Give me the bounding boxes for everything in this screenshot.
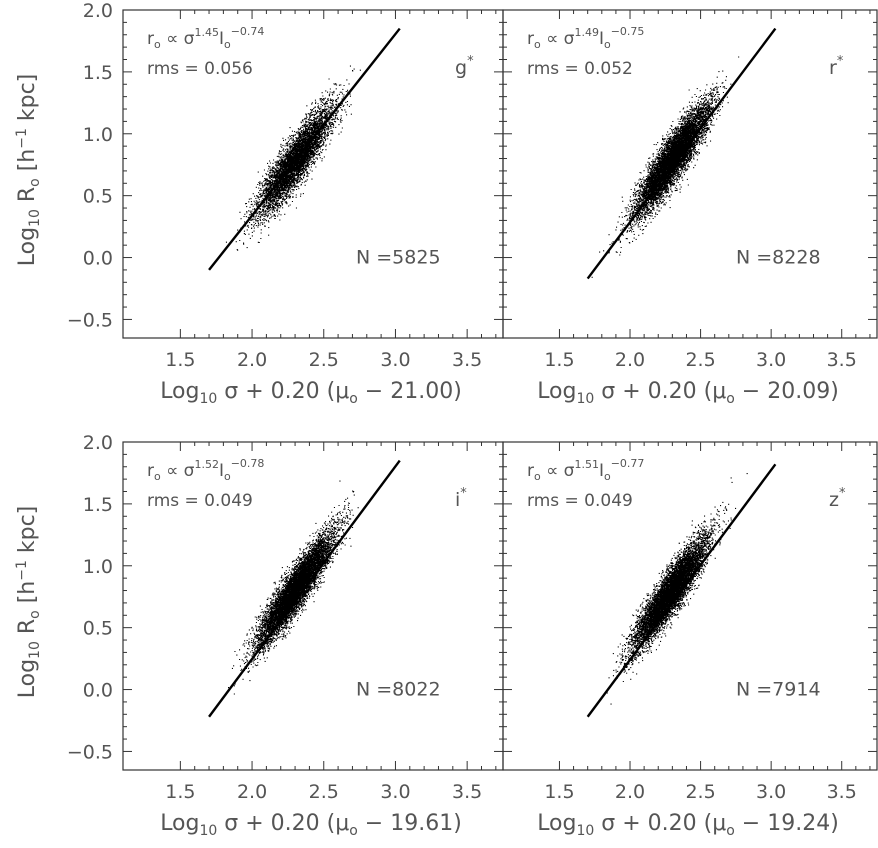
x-tick-label: 2.0 [615,349,645,371]
count-label: N =7914 [736,679,821,701]
fit-line [208,27,401,271]
count-label: N =5825 [356,247,441,269]
x-tick-label: 2.5 [685,349,715,371]
relation-annotation: ro ∝ σ1.51Io−0.77 [527,457,644,483]
fit-line [208,459,401,718]
plot-frame [502,9,878,339]
panel-g: 1.5 2.0 2.5 3.0 3.5 −0.5 0.0 0.5 1.0 1.5 2.0 Log10 … [14,0,504,407]
x-tick-label: 3.0 [756,349,786,371]
panel-r: 1.5 2.0 2.5 3.0 3.5 Log10 σ + 0.20 (μo − 20.0… [502,9,878,407]
y-axis-title: Log10 Ro [h−1 kpc] [14,74,43,267]
panel-i: 1.5 2.0 2.5 3.0 3.5 −0.5 0.0 0.5 1.0 1.5 2.0 Log10 … [14,432,504,839]
y-tick-label: 0.5 [83,186,113,208]
x-axis-title: Log10 σ + 0.20 (μo − 19.61) [160,811,462,839]
fit-line [586,27,777,280]
y-tick-label: 0.5 [83,618,113,640]
x-tick-label: 2.5 [309,781,339,803]
fit-line [586,463,777,718]
rms-label: rms = 0.049 [527,491,633,511]
x-tick-label: 3.0 [380,349,410,371]
y-tick-label: 1.5 [83,62,113,84]
y-tick-label: 2.0 [83,432,113,454]
rms-label: rms = 0.049 [147,491,253,511]
band-label: r* [829,54,844,79]
plot-frame [502,441,878,771]
y-tick-label: 0.0 [83,680,113,702]
x-axis-title: Log10 σ + 0.20 (μo − 20.09) [537,379,839,407]
scatter-points [228,480,359,695]
x-axis-title: Log10 σ + 0.20 (μo − 19.24) [537,811,839,839]
x-tick-label: 3.0 [380,781,410,803]
x-tick-label: 3.5 [452,349,482,371]
x-tick-label: 3.0 [756,781,786,803]
x-tick-label: 1.5 [544,781,574,803]
x-tick-label: 2.0 [237,781,267,803]
x-tick-label: 1.5 [165,349,195,371]
count-label: N =8022 [356,679,441,701]
relation-annotation: ro ∝ σ1.49Io−0.75 [527,25,644,51]
rms-label: rms = 0.056 [147,59,253,79]
y-tick-label: 1.5 [83,494,113,516]
y-tick-label: −0.5 [67,309,113,331]
panel-z: 1.5 2.0 2.5 3.0 3.5 Log10 σ + 0.20 (μo − 19.2… [502,441,878,839]
x-tick-label: 2.0 [615,781,645,803]
rms-label: rms = 0.052 [527,59,633,79]
y-axis-title: Log10 Ro [h−1 kpc] [14,506,43,699]
x-tick-label: 2.5 [309,349,339,371]
band-label: g* [455,54,474,79]
x-axis-title: Log10 σ + 0.20 (μo − 21.00) [160,379,462,407]
x-tick-label: 3.5 [827,781,857,803]
x-tick-label: 1.5 [165,781,195,803]
y-tick-label: 1.0 [83,124,113,146]
y-tick-label: −0.5 [67,741,113,763]
relation-annotation: ro ∝ σ1.52Io−0.78 [147,457,264,483]
count-label: N =8228 [736,247,821,269]
y-tick-label: 1.0 [83,556,113,578]
y-tick-label: 2.0 [83,0,113,22]
x-tick-label: 2.5 [685,781,715,803]
relation-annotation: ro ∝ σ1.45Io−0.74 [147,25,264,51]
y-tick-label: 0.0 [83,248,113,270]
x-tick-label: 2.0 [237,349,267,371]
band-label: i* [455,486,467,511]
band-label: z* [829,486,846,511]
x-tick-label: 3.5 [827,349,857,371]
x-tick-label: 3.5 [452,781,482,803]
x-tick-label: 1.5 [544,349,574,371]
